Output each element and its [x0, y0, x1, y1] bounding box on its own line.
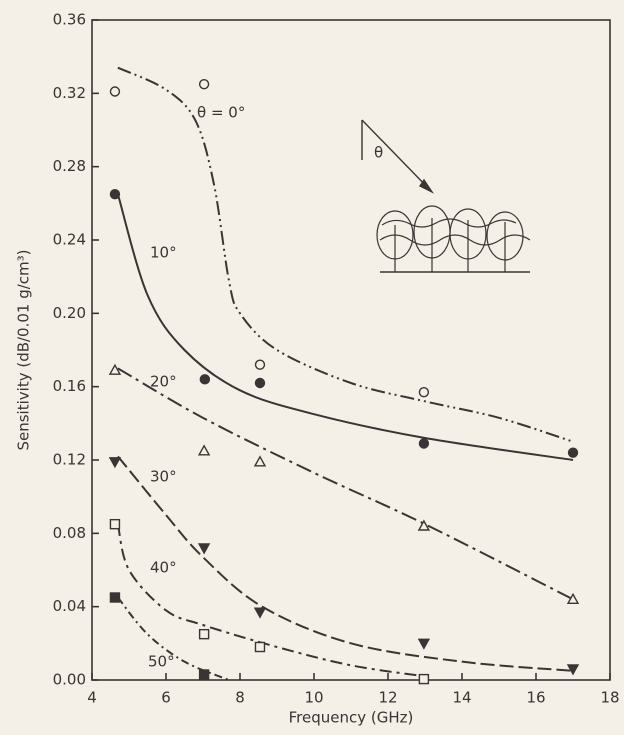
inset-drawing [361, 119, 531, 273]
point [109, 188, 121, 200]
point [417, 519, 431, 531]
point [108, 457, 122, 469]
x-tick-label: 10 [304, 689, 323, 707]
point [418, 386, 430, 398]
series-label: 30° [150, 468, 177, 486]
y-tick-label: 0.24 [53, 231, 86, 249]
series-label: θ = 0° [197, 104, 245, 122]
point [418, 673, 430, 685]
point [254, 377, 266, 389]
point [566, 592, 580, 605]
plot-frame [91, 19, 611, 681]
point [197, 543, 211, 555]
inset-label: θ [374, 144, 383, 162]
point [254, 641, 266, 653]
point [418, 438, 430, 449]
point [199, 374, 211, 385]
fit-curve [117, 66, 574, 443]
series-label: 20° [150, 373, 177, 391]
y-tick-label: 0.28 [53, 157, 86, 175]
point [108, 363, 122, 375]
point [566, 664, 580, 676]
point [198, 78, 210, 90]
x-tick-label: 12 [378, 689, 397, 707]
series-label: 10° [150, 244, 177, 262]
point [109, 86, 121, 97]
x-axis-label: Frequency (GHz) [289, 709, 414, 727]
fit-curve [117, 367, 574, 601]
x-tick-label: 6 [161, 689, 171, 707]
y-tick-label: 0.16 [53, 377, 86, 395]
series-label: 50° [148, 653, 175, 671]
point [198, 669, 210, 680]
point [109, 592, 121, 603]
fit-curve [117, 455, 574, 672]
series-label: 40° [150, 559, 177, 577]
x-tick-label: 14 [452, 689, 471, 707]
y-tick-label: 0.12 [53, 451, 86, 469]
x-tick-label: 8 [235, 689, 245, 707]
x-tick-label: 4 [87, 689, 97, 707]
x-tick-label: 16 [526, 689, 545, 707]
y-tick-label: 0.04 [53, 597, 86, 615]
point [109, 518, 121, 530]
x-tick-label: 18 [600, 689, 619, 707]
y-tick-label: 0.20 [53, 304, 86, 322]
point [198, 628, 210, 640]
point [417, 638, 431, 650]
point [567, 447, 579, 458]
point [253, 607, 267, 619]
y-tick-label: 0.00 [53, 671, 86, 689]
point [197, 444, 211, 456]
point [253, 455, 267, 467]
y-axis-label: Sensitivity (dB/0.01 g/cm³) [15, 249, 33, 450]
y-tick-label: 0.36 [53, 11, 86, 29]
y-tick-label: 0.32 [53, 84, 86, 102]
point [254, 359, 266, 370]
y-tick-label: 0.08 [53, 524, 86, 542]
fit-curve [116, 193, 574, 461]
